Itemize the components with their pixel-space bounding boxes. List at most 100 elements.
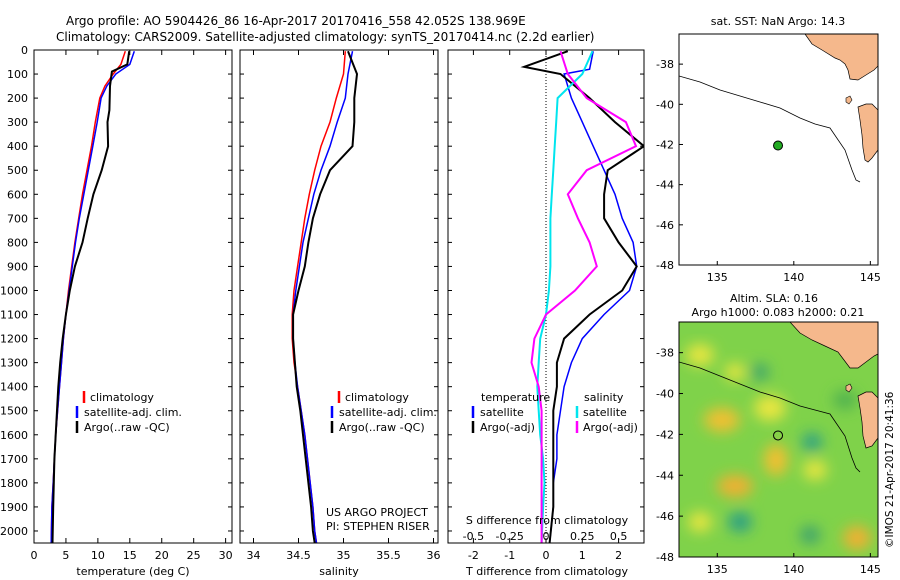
x-tick-label: 36 [427,549,441,562]
depth-tick-label: 1100 [0,309,28,322]
legend-label-climatology: climatology [345,391,409,404]
sst-map-tasmania [857,103,878,163]
sla-map-subtitle: Argo h1000: 0.083 h2000: 0.21 [692,306,865,319]
salinity-xlabel: salinity [319,565,359,578]
depth-tick-label: 1000 [0,284,28,297]
difference-xlabel-bottom: T difference from climatology [465,565,628,578]
sla-map-contour [679,361,861,473]
figure-title-line2: Climatology: CARS2009. Satellite-adjuste… [56,30,594,44]
series-temperature-satellite [548,51,638,543]
sla-map-frame [678,321,879,558]
top-tick-label: 0.5 [610,530,628,543]
x-tick-label: 1 [579,549,586,562]
salinity-axis-ticks: 34 34.5 35 35.5 36 [240,49,441,562]
x-tick-label: 0 [31,549,38,562]
temperature-plot-frame [33,49,233,544]
depth-tick-label: 1900 [0,501,28,514]
depth-tick-label: 600 [7,188,28,201]
legend-label-satellite: satellite-adj. clim. [84,406,182,419]
imos-credit: ©IMOS 21-Apr-2017 20:41:36 [884,391,896,548]
sst-map-title: sat. SST: NaN Argo: 14.3 [711,15,845,28]
legend-title-temperature: temperature [481,391,550,404]
depth-tick-label: 1600 [0,429,28,442]
map-y-tick-label: -46 [656,510,674,523]
map-y-tick-label: -44 [656,179,674,192]
depth-tick-label: 1400 [0,381,28,394]
difference-plot-frame [447,49,645,544]
depth-tick-label: 200 [7,92,28,105]
map-x-tick-label: 140 [783,563,804,576]
map-x-tick-label: 135 [707,271,728,284]
series-satellite-adj-clim- [292,51,354,543]
depth-tick-label: 1700 [0,453,28,466]
temperature-legend: climatology satellite-adj. clim. Argo(..… [75,391,182,434]
map-y-tick-label: -38 [656,58,674,71]
temperature-profiles [50,50,136,543]
temperature-xlabel: temperature (deg C) [76,565,189,578]
top-tick-label: -0.5 [463,530,484,543]
legend-label-sal-argo: Argo(-adj) [583,421,638,434]
sla-map-tasmania [857,391,878,449]
series-climatology [50,50,127,543]
sst-map-contour [679,75,861,183]
temperature-axis-ticks: 0 5 10 15 20 25 30 [31,49,233,562]
x-tick-label: 2 [615,549,622,562]
series-climatology [291,51,347,543]
x-tick-label: 20 [155,549,169,562]
depth-tick-label: 0 [21,44,28,57]
map-x-tick-label: 145 [860,271,881,284]
project-label: US ARGO PROJECT [326,506,428,519]
x-tick-label: -2 [468,549,479,562]
sst-map-mainland [804,34,878,81]
depth-tick-label: 1300 [0,357,28,370]
sla-map-king-island [845,383,853,393]
pi-label: PI: STEPHEN RISER [326,520,430,533]
map-y-tick-label: -48 [656,551,674,564]
map-y-tick-label: -40 [656,98,674,111]
sla-map-title: Altim. SLA: 0.16 [730,292,818,305]
x-tick-label: 15 [123,549,137,562]
series-argo-raw-qc- [51,51,131,543]
legend-label-argo: Argo(..raw -QC) [84,421,170,434]
x-tick-label: 34 [247,549,261,562]
series-argo-raw-qc- [292,50,359,543]
x-tick-label: 30 [219,549,233,562]
legend-label-sal-satellite: satellite [583,406,627,419]
x-tick-label: 35 [337,549,351,562]
depth-tick-label: 500 [7,164,28,177]
sst-map-frame [678,33,879,266]
depth-tick-label: 400 [7,140,28,153]
series-satellite-adj-clim- [50,50,136,543]
top-tick-label: 0.25 [570,530,595,543]
sst-map-panel: sat. SST: NaN Argo: 14.3 135 140 145 -38 -40… [656,15,881,284]
x-tick-label: 10 [91,549,105,562]
map-y-tick-label: -44 [656,469,674,482]
depth-tick-label: 2000 [0,525,28,538]
legend-label-argo: Argo(..raw -QC) [339,421,425,434]
x-tick-label: 35.5 [376,549,401,562]
depth-tick-label: 100 [7,68,28,81]
sla-map-float-marker [773,430,784,441]
sla-map-anomalies [686,344,871,550]
map-y-tick-label: -48 [656,259,674,272]
sla-map-mainland [789,322,878,369]
sst-map-float-marker [773,140,784,151]
difference-legend: temperature satellite Argo(-adj) salinit… [471,391,638,434]
x-tick-label: 0 [543,549,550,562]
map-x-tick-label: 135 [707,563,728,576]
depth-tick-label: 900 [7,260,28,273]
legend-label-satellite: satellite-adj. clim. [339,406,437,419]
map-x-tick-label: 140 [783,271,804,284]
difference-xlabel-top: S difference from climatology [466,514,629,527]
map-y-tick-label: -46 [656,219,674,232]
salinity-panel: 34 34.5 35 35.5 36 salinity climatology sate… [239,49,441,578]
depth-tick-label: 300 [7,116,28,129]
map-y-tick-label: -40 [656,388,674,401]
map-y-tick-label: -42 [656,428,674,441]
map-y-tick-label: -42 [656,138,674,151]
depth-tick-label: 1500 [0,405,28,418]
depth-axis-ticks: 0 100 200 300 400 500 600 700 800 900 1000 1100 1200… [0,44,28,538]
